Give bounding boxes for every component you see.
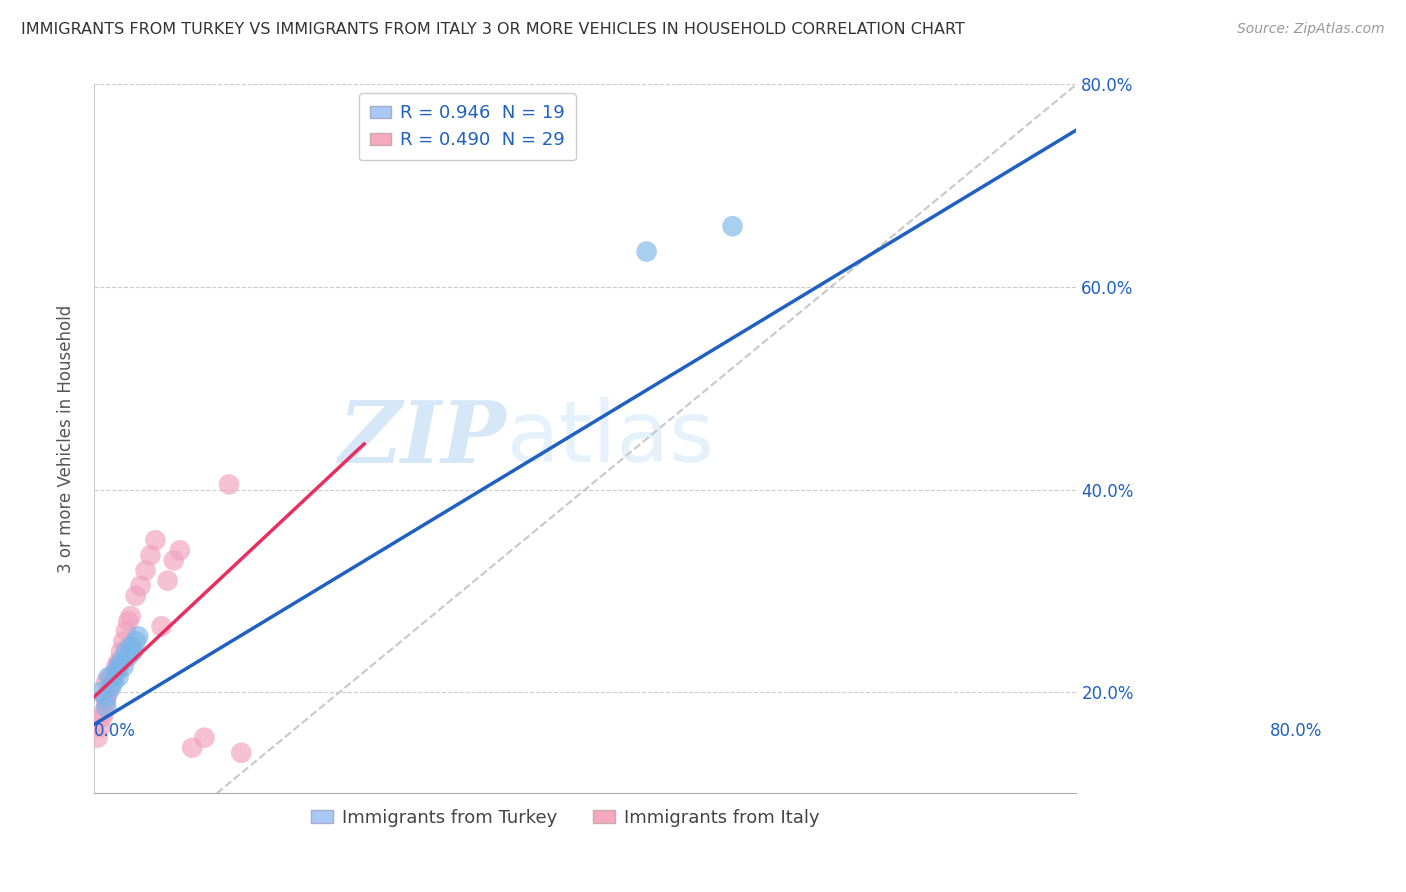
Point [636, 244, 658, 259]
Point [93, 706, 115, 720]
Point [125, 634, 148, 648]
Point [96, 675, 118, 690]
Text: 80.0%: 80.0% [1270, 723, 1322, 740]
Point [91, 710, 114, 724]
Text: ZIP: ZIP [339, 397, 506, 481]
Point [181, 740, 204, 755]
Point [110, 644, 132, 658]
Point [107, 655, 129, 669]
Point [143, 533, 166, 548]
Point [127, 629, 149, 643]
Point [96, 700, 118, 714]
Point [156, 574, 179, 588]
Y-axis label: 3 or more Vehicles in Household: 3 or more Vehicles in Household [58, 305, 75, 573]
Point [97, 685, 120, 699]
Point [134, 564, 156, 578]
Text: 0.0%: 0.0% [94, 723, 136, 740]
Point [115, 644, 138, 658]
Text: Source: ZipAtlas.com: Source: ZipAtlas.com [1237, 22, 1385, 37]
Point [89, 685, 111, 699]
Point [107, 659, 129, 673]
Point [150, 619, 173, 633]
Point [129, 579, 152, 593]
Point [97, 670, 120, 684]
Text: IMMIGRANTS FROM TURKEY VS IMMIGRANTS FROM ITALY 3 OR MORE VEHICLES IN HOUSEHOLD : IMMIGRANTS FROM TURKEY VS IMMIGRANTS FRO… [21, 22, 965, 37]
Point [100, 680, 122, 694]
Point [112, 634, 135, 648]
Point [105, 659, 128, 673]
Point [115, 624, 138, 639]
Point [96, 695, 118, 709]
Point [103, 670, 125, 684]
Point [89, 721, 111, 735]
Point [218, 477, 240, 491]
Point [169, 543, 191, 558]
Point [117, 614, 139, 628]
Point [193, 731, 215, 745]
Point [120, 609, 142, 624]
Point [107, 670, 129, 684]
Point [125, 589, 148, 603]
Point [721, 219, 744, 234]
Point [100, 670, 122, 684]
Point [231, 746, 253, 760]
Point [110, 655, 132, 669]
Point [117, 649, 139, 664]
Point [163, 553, 186, 567]
Point [103, 675, 125, 690]
Point [86, 731, 108, 745]
Point [112, 659, 135, 673]
Point [139, 549, 162, 563]
Point [96, 690, 118, 705]
Legend: Immigrants from Turkey, Immigrants from Italy: Immigrants from Turkey, Immigrants from … [304, 802, 827, 834]
Point [105, 665, 128, 679]
Text: atlas: atlas [506, 398, 714, 481]
Point [120, 640, 142, 654]
Point [122, 644, 145, 658]
